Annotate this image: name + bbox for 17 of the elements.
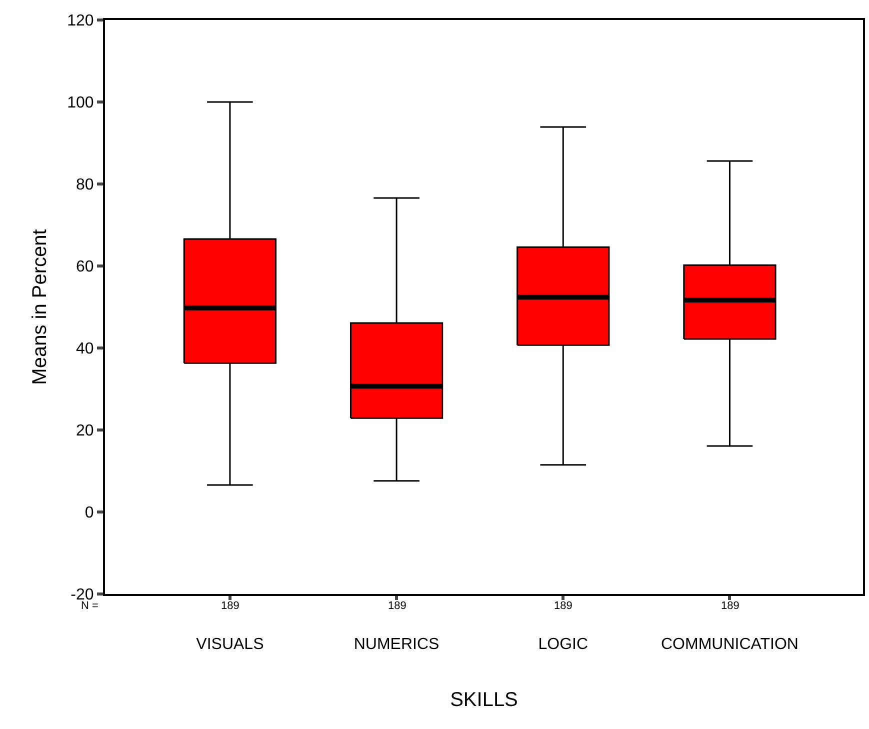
y-axis-title: Means in Percent bbox=[29, 228, 52, 385]
text: 189 bbox=[721, 600, 740, 612]
y-tick-label: 0 bbox=[84, 504, 94, 522]
x-axis-title: SKILLS bbox=[450, 689, 518, 712]
y-tick-label: 60 bbox=[76, 258, 94, 276]
y-tick-label: 100 bbox=[67, 94, 94, 112]
y-tick-label: 40 bbox=[76, 340, 94, 358]
x-tick-label: COMMUNICATION bbox=[660, 636, 798, 654]
x-tick-label: LOGIC bbox=[538, 636, 588, 654]
y-tick-label: 120 bbox=[67, 12, 94, 30]
text: 189 bbox=[554, 600, 572, 612]
text: 189 bbox=[388, 600, 406, 612]
y-tick-label: 20 bbox=[76, 422, 94, 440]
y-tick-label: 80 bbox=[76, 176, 94, 194]
x-tick-label: VISUALS bbox=[196, 636, 264, 654]
text: 189 bbox=[221, 600, 240, 612]
x-tick-label: NUMERICS bbox=[354, 636, 440, 654]
